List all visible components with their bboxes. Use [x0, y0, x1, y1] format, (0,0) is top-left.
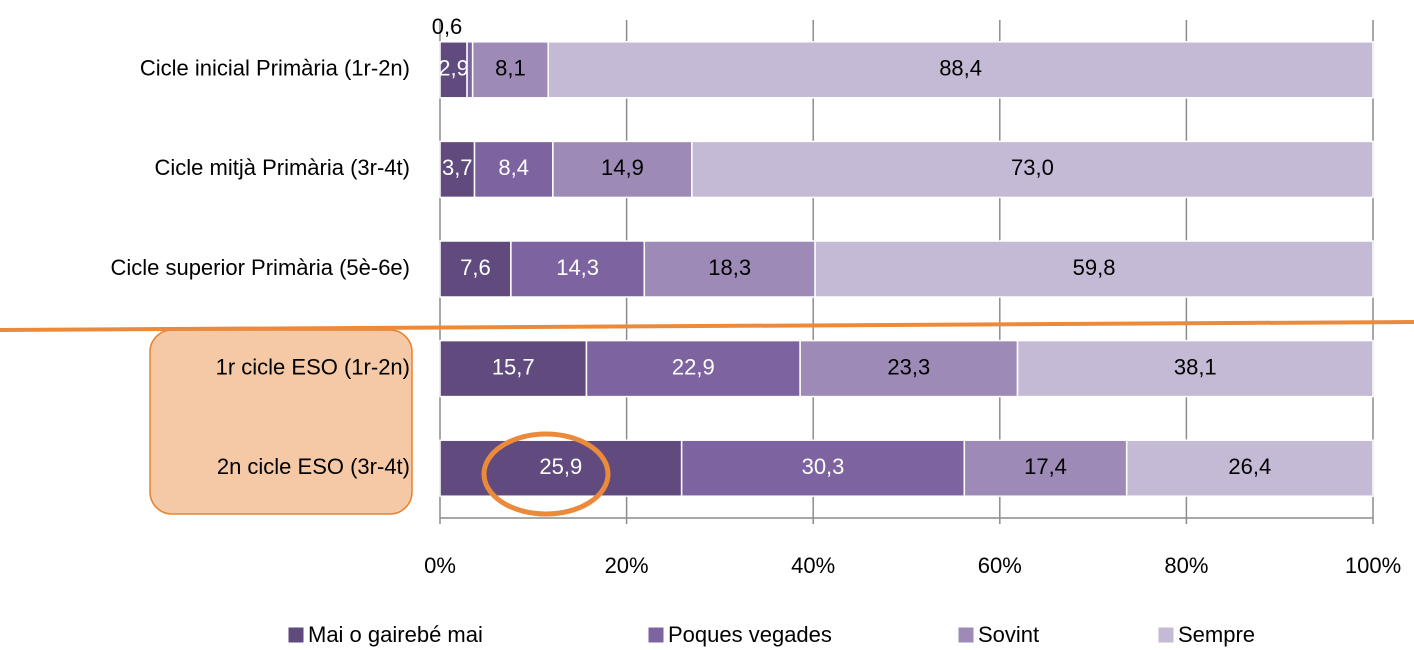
bar-segment [691, 140, 1374, 199]
data-label: 3,7 [442, 155, 473, 180]
data-label: 14,9 [601, 155, 644, 180]
bar-segment [643, 240, 816, 298]
x-tick-label: 40% [791, 553, 835, 578]
data-label: 38,1 [1174, 354, 1217, 379]
bar-segment [471, 41, 549, 99]
data-label: 73,0 [1011, 155, 1054, 180]
bar-segment [585, 339, 801, 398]
bar-segment [547, 41, 1374, 99]
data-label: 25,9 [539, 454, 582, 479]
data-label: 7,6 [460, 255, 491, 280]
bar-segment [466, 41, 474, 99]
x-tick-label: 80% [1164, 553, 1208, 578]
bar-segment [1125, 439, 1374, 497]
bar-segment [510, 240, 646, 298]
y-tick-label: Cicle mitjà Primària (3r-4t) [155, 155, 410, 180]
y-tick-label: 2n cicle ESO (3r-4t) [217, 454, 410, 479]
data-label: 0,6 [432, 14, 463, 39]
separator-line [0, 320, 1414, 332]
legend-swatch [287, 626, 305, 644]
x-tick-label: 100% [1345, 553, 1401, 578]
highlight-ellipse [481, 431, 611, 517]
data-label: 15,7 [492, 354, 535, 379]
bar-segment [963, 439, 1128, 497]
bar-segment [680, 439, 966, 497]
legend-label: Sovint [978, 622, 1039, 647]
data-label: 14,3 [556, 255, 599, 280]
bar-segment [799, 339, 1019, 398]
bar-segment [1016, 339, 1374, 398]
legend-swatch [957, 626, 975, 644]
x-tick-label: 20% [605, 553, 649, 578]
data-label: 26,4 [1228, 454, 1271, 479]
legend-label: Mai o gairebé mai [308, 622, 483, 647]
legend-swatch [647, 626, 665, 644]
bar-segment [473, 140, 554, 199]
y-tick-label: Cicle inicial Primària (1r-2n) [140, 56, 410, 81]
bar-segment [439, 339, 588, 398]
bar-segment [439, 439, 683, 497]
data-label: 8,1 [495, 56, 526, 81]
data-label: 2,9 [438, 56, 469, 81]
bar-segment [552, 140, 693, 199]
x-tick-label: 60% [978, 553, 1022, 578]
y-tick-label: 1r cicle ESO (1r-2n) [216, 354, 410, 379]
bar-segment [439, 41, 468, 99]
legend-label: Poques vegades [668, 622, 832, 647]
x-tick-label: 0% [424, 553, 456, 578]
bar-segment [439, 240, 512, 298]
data-label: 17,4 [1024, 454, 1067, 479]
data-label: 59,8 [1073, 255, 1116, 280]
bar-segment [814, 240, 1374, 298]
data-label: 18,3 [708, 255, 751, 280]
data-label: 22,9 [672, 354, 715, 379]
data-label: 88,4 [939, 56, 982, 81]
data-label: 30,3 [802, 454, 845, 479]
y-tick-label: Cicle superior Primària (5è-6e) [110, 255, 410, 280]
legend-swatch [1157, 626, 1175, 644]
data-label: 8,4 [498, 155, 529, 180]
data-label: 23,3 [887, 354, 930, 379]
legend-label: Sempre [1178, 622, 1255, 647]
